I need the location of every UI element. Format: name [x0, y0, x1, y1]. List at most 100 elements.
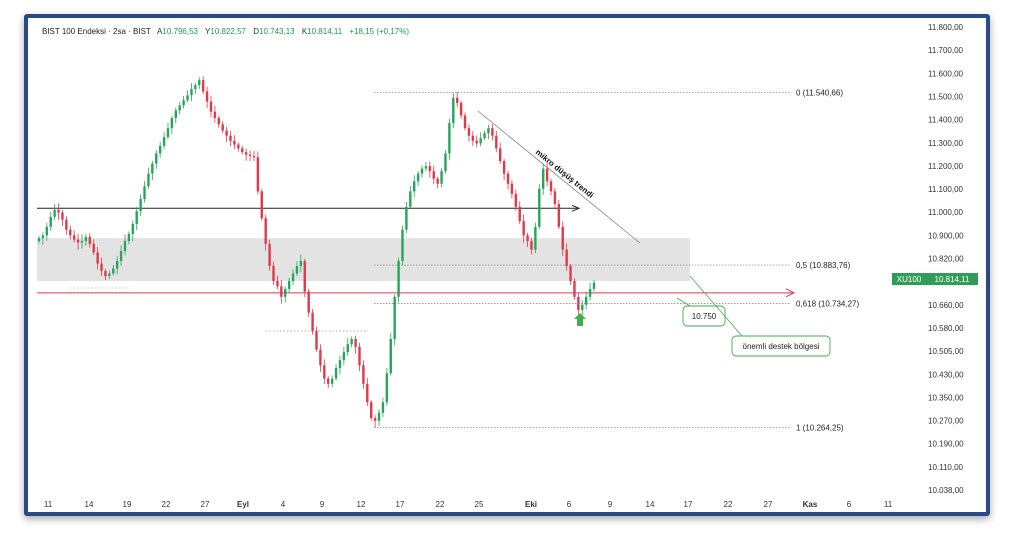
candle-body: [88, 236, 92, 244]
candle-body: [354, 339, 357, 347]
low-value: 10.743,13: [259, 27, 295, 36]
candle-body: [526, 235, 529, 242]
candle-body: [366, 383, 369, 403]
candle-body: [205, 91, 209, 102]
y-tick-label: 10.350,00: [928, 393, 964, 402]
candle-body: [108, 273, 111, 276]
candle-body: [530, 241, 533, 250]
candle-body: [135, 211, 138, 224]
candle-body: [213, 111, 217, 119]
candle-body: [291, 273, 295, 281]
price-tag-value-bg: [926, 273, 978, 285]
x-tick-label: 12: [357, 500, 366, 509]
candle-body: [358, 346, 361, 366]
candle-body: [182, 100, 185, 106]
support-arrow: [785, 288, 796, 298]
x-tick-label: 25: [475, 500, 484, 509]
candle-body: [92, 243, 95, 253]
candle-body: [61, 212, 64, 220]
candle-body: [342, 352, 346, 361]
candle-body: [123, 241, 127, 252]
level-callout-text: 10.750: [692, 312, 717, 321]
chart-header: BIST 100 Endeksi · 2sa · BIST A10.796,53…: [42, 27, 414, 36]
candle-body: [514, 193, 518, 207]
candle-body: [456, 97, 459, 103]
fib-level-label: 0,618 (10.734,27): [796, 300, 859, 309]
candle-body: [272, 266, 275, 281]
candle-body: [498, 148, 502, 162]
candle-body: [166, 128, 170, 137]
candle-body: [299, 261, 303, 266]
close-label: K: [301, 27, 308, 36]
candle-body: [69, 229, 72, 236]
candle-body: [229, 135, 232, 141]
candle-body: [362, 365, 365, 384]
candle-body: [115, 261, 119, 269]
candle-body: [346, 344, 349, 353]
x-tick-label: Eyl: [237, 500, 249, 509]
candle-body: [241, 148, 244, 153]
candle-body: [487, 128, 490, 134]
y-tick-label: 10.505,00: [928, 347, 964, 356]
candle-body: [37, 238, 41, 242]
candle-body: [315, 331, 318, 350]
candle-body: [420, 168, 424, 174]
x-tick-label: 4: [281, 500, 286, 509]
x-tick-label: 6: [567, 500, 572, 509]
price-tag-ticker-bg: [892, 273, 926, 285]
candle-body: [84, 236, 88, 242]
candle-body: [522, 221, 525, 236]
open-label: A: [157, 27, 163, 36]
symbol-label[interactable]: BIST 100 Endeksi · 2sa · BIST: [42, 27, 151, 36]
candle-body: [330, 378, 334, 384]
candle-body: [170, 118, 174, 129]
support-zone: [37, 238, 690, 281]
candle-body: [452, 97, 455, 124]
x-tick-label: 11: [884, 500, 893, 509]
candle-body: [397, 261, 400, 297]
candle-body: [463, 115, 467, 129]
y-tick-label: 11.100,00: [928, 185, 964, 194]
candle-body: [440, 171, 443, 184]
candle-body: [233, 140, 236, 145]
candle-body: [416, 173, 420, 182]
candle-body: [424, 166, 428, 169]
candle-body: [561, 226, 564, 250]
y-tick-label: 11.700,00: [928, 46, 964, 55]
candle-body: [334, 368, 338, 379]
callout-pointer: [689, 275, 743, 337]
candle-body: [389, 339, 392, 374]
candle-body: [162, 136, 166, 146]
candle-body: [248, 154, 252, 156]
change-value: +18,15 (+0,17%): [349, 27, 410, 36]
candle-body: [221, 124, 224, 131]
candle-body: [131, 223, 135, 234]
candle-body: [80, 241, 84, 243]
candle-body: [112, 268, 115, 274]
candle-body: [409, 191, 412, 207]
candle-body: [307, 291, 310, 313]
high-label: Y: [205, 27, 211, 36]
candle-body: [295, 266, 299, 274]
price-tag-value: 10.814,11: [935, 275, 971, 284]
candle-body: [225, 130, 228, 136]
high-value: 10.822,57: [210, 27, 246, 36]
x-tick-label: 22: [436, 500, 445, 509]
candle-body: [592, 282, 596, 289]
candle-body: [350, 339, 353, 345]
candle-body: [584, 296, 588, 305]
candle-body: [303, 261, 306, 292]
candle-body: [405, 206, 408, 230]
candle-body: [139, 198, 142, 212]
candle-body: [284, 288, 287, 297]
y-tick-label: 10.580,00: [928, 324, 964, 333]
candle-body: [467, 128, 471, 136]
zone-callout-box: [731, 335, 831, 357]
candle-body: [393, 296, 396, 339]
candle-body: [76, 239, 80, 243]
candle-body: [104, 271, 107, 276]
y-tick-label: 11.000,00: [928, 208, 964, 217]
candle-body: [143, 186, 146, 199]
candle-body: [237, 144, 240, 149]
